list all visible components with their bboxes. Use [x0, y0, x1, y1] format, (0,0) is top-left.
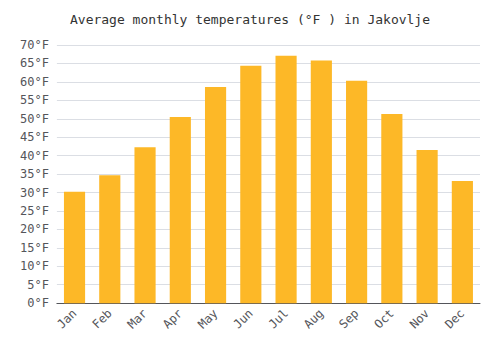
- svg-text:Average monthly temperatures (: Average monthly temperatures (°F ) in Ja…: [70, 12, 430, 27]
- svg-text:15°F: 15°F: [20, 241, 49, 255]
- svg-text:50°F: 50°F: [20, 112, 49, 126]
- svg-text:5°F: 5°F: [27, 278, 49, 292]
- svg-text:Jun: Jun: [231, 306, 256, 331]
- svg-text:Apr: Apr: [160, 306, 185, 331]
- svg-text:35°F: 35°F: [20, 167, 49, 181]
- svg-text:Dec: Dec: [442, 306, 467, 331]
- svg-text:Jan: Jan: [54, 306, 79, 331]
- svg-text:20°F: 20°F: [20, 222, 49, 236]
- svg-text:25°F: 25°F: [20, 204, 49, 218]
- svg-text:60°F: 60°F: [20, 75, 49, 89]
- svg-text:30°F: 30°F: [20, 186, 49, 200]
- svg-text:45°F: 45°F: [20, 130, 49, 144]
- svg-text:Oct: Oct: [372, 306, 397, 331]
- svg-text:Feb: Feb: [90, 306, 115, 331]
- svg-text:40°F: 40°F: [20, 149, 49, 163]
- svg-text:10°F: 10°F: [20, 259, 49, 273]
- svg-text:Aug: Aug: [301, 306, 326, 331]
- svg-text:55°F: 55°F: [20, 93, 49, 107]
- svg-text:0°F: 0°F: [27, 296, 49, 310]
- svg-text:Mar: Mar: [125, 306, 150, 331]
- svg-text:Jul: Jul: [266, 306, 291, 331]
- svg-text:Sep: Sep: [336, 306, 361, 331]
- svg-text:65°F: 65°F: [20, 56, 49, 70]
- svg-text:May: May: [195, 306, 220, 331]
- svg-text:Nov: Nov: [407, 306, 432, 331]
- svg-text:70°F: 70°F: [20, 38, 49, 52]
